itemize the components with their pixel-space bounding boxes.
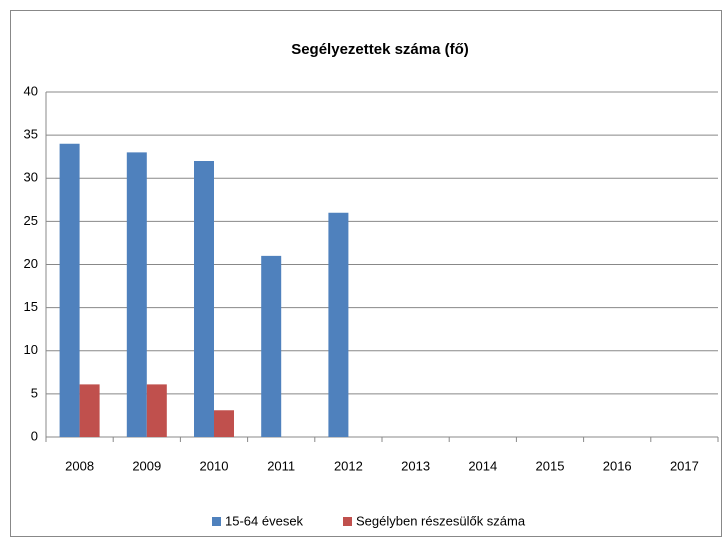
- x-tick-label: 2008: [65, 458, 94, 473]
- y-tick-label: 30: [24, 170, 38, 185]
- bar: [194, 161, 214, 437]
- y-tick-label: 40: [24, 83, 38, 98]
- x-tick-label: 2017: [670, 458, 699, 473]
- legend-label: Segélyben részesülők száma: [356, 513, 526, 528]
- y-tick-label: 35: [24, 127, 38, 142]
- bar: [261, 255, 282, 437]
- legend-swatch: [212, 517, 221, 526]
- y-tick-label: 0: [31, 428, 38, 443]
- legend-label: 15-64 évesek: [225, 513, 304, 528]
- x-tick-label: 2015: [536, 458, 565, 473]
- x-tick-label: 2009: [132, 458, 161, 473]
- bar: [59, 143, 80, 437]
- x-tick-label: 2014: [468, 458, 497, 473]
- y-tick-label: 15: [24, 299, 38, 314]
- legend-swatch: [343, 517, 352, 526]
- x-tick-label: 2012: [334, 458, 363, 473]
- y-tick-label: 25: [24, 213, 38, 228]
- bar: [146, 384, 167, 437]
- x-tick-label: 2011: [267, 458, 295, 473]
- y-tick-label: 5: [31, 385, 38, 400]
- bar: [79, 384, 100, 437]
- x-tick-label: 2010: [200, 458, 229, 473]
- y-tick-label: 10: [24, 342, 38, 357]
- bar: [328, 212, 349, 437]
- y-tick-label: 20: [24, 256, 38, 271]
- chart-title: Segélyezettek száma (fő): [291, 41, 469, 58]
- bar: [126, 152, 147, 437]
- x-tick-label: 2013: [401, 458, 430, 473]
- bar: [214, 410, 234, 437]
- x-tick-label: 2016: [603, 458, 632, 473]
